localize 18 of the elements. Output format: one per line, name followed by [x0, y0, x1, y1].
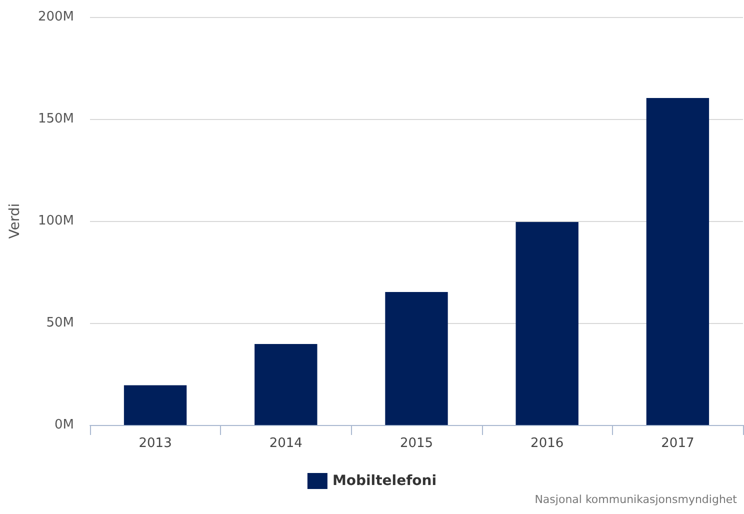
- y-tick-label: 100M: [38, 214, 74, 228]
- x-tick-label: 2015: [400, 436, 434, 451]
- text: Nasjonal kommunikasjonsmyndighet: [534, 493, 738, 506]
- bar: [516, 222, 578, 425]
- y-axis-title: Verdi: [7, 203, 23, 239]
- bar: [646, 98, 710, 425]
- bar: [385, 292, 448, 425]
- x-tick-label: 2014: [269, 436, 302, 451]
- legend-label: Mobiltelefoni: [332, 473, 437, 489]
- x-tick-label: 2013: [138, 436, 172, 451]
- y-tick-label: 200M: [38, 10, 74, 24]
- bar: [254, 344, 318, 425]
- y-tick-label: 50M: [46, 316, 74, 330]
- y-tick-label: 0M: [54, 418, 74, 432]
- x-tick-label: 2016: [530, 436, 564, 451]
- y-tick-label: 150M: [38, 112, 74, 126]
- bar: [124, 385, 187, 425]
- x-tick-label: 2017: [661, 436, 694, 451]
